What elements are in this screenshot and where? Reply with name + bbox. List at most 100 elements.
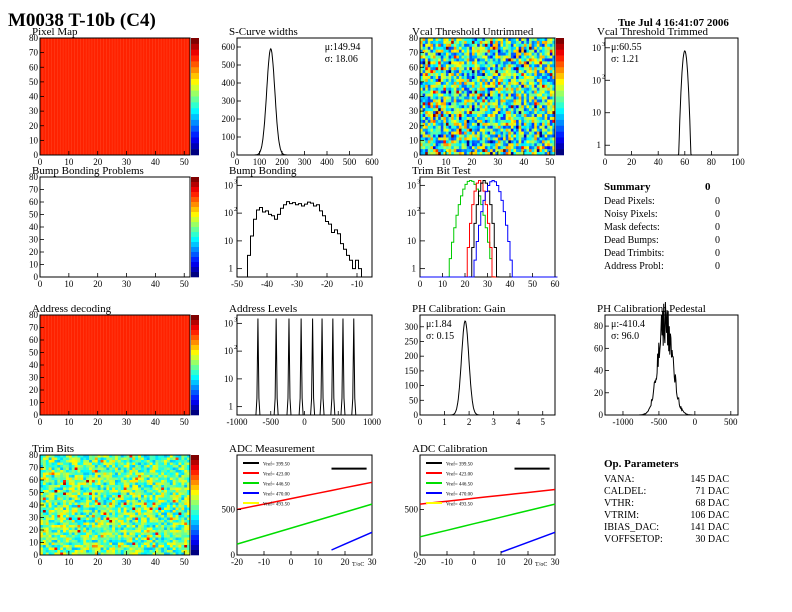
vcal-trimmed-chart: Vcal Threshold Trimmed μ:60.55σ: 1.21 0 20 4… [592, 26, 745, 167]
x-tick-label: 600 [365, 157, 379, 167]
y-tick-label: 200 [222, 114, 236, 124]
x-tick-label: 100 [731, 157, 745, 167]
histogram-line [420, 320, 555, 416]
x-tick-label: -10 [258, 557, 270, 567]
x-unit-label: T/oC [535, 562, 547, 568]
op-param-value: 71 DAC [695, 486, 729, 497]
y-tick-exponent: 2 [602, 74, 605, 80]
x-tick-label: 300 [298, 157, 312, 167]
x-tick-label: 80 [707, 157, 717, 167]
y-tick-label: 80 [409, 33, 419, 43]
y-tick-label: 0 [34, 150, 39, 160]
summary-title: Summary [604, 181, 651, 193]
y-tick-label: 10 [224, 318, 234, 328]
y-tick-label: 0 [414, 410, 419, 420]
x-tick-label: 400 [320, 157, 334, 167]
op-param-label: VTHR: [604, 498, 634, 509]
x-tick-label: 2 [467, 417, 472, 427]
y-tick-label: 100 [222, 132, 236, 142]
y-tick-label: 60 [409, 62, 419, 72]
legend-label: Vref= 470.00 [446, 493, 473, 498]
y-tick-label: 40 [594, 366, 604, 376]
y-tick-label: 10 [409, 135, 419, 145]
x-tick-label: 10 [64, 557, 74, 567]
stat-mean: μ:-410.4 [611, 319, 645, 330]
x-tick-label: 30 [551, 557, 561, 567]
stat-sigma: σ: 1.21 [611, 54, 639, 65]
report-title: M0038 T-10b (C4) [8, 10, 156, 31]
x-tick-label: 50 [180, 279, 190, 289]
plot-frame [419, 176, 556, 278]
y-tick-label: 400 [222, 78, 236, 88]
legend-label: Vref= 493.50 [446, 503, 473, 508]
y-tick-label: 50 [409, 77, 419, 87]
x-tick-label: -20 [414, 557, 426, 567]
x-tick-label: 20 [93, 279, 103, 289]
x-tick-label: 0 [418, 417, 423, 427]
y-tick-exponent: 2 [234, 345, 237, 351]
op-param-value: 106 DAC [690, 510, 729, 521]
y-tick-label: 20 [29, 525, 39, 535]
y-tick-label: 10 [29, 538, 39, 548]
histogram-line [247, 201, 362, 277]
y-tick-label: 20 [594, 388, 604, 398]
y-tick-label: 100 [405, 381, 419, 391]
op-param-value: 30 DAC [695, 534, 729, 545]
y-tick-label: 0 [414, 150, 419, 160]
chart-title: Address decoding [32, 303, 112, 315]
heatmap-grid [42, 315, 188, 415]
chart-title: Vcal Threshold Trimmed [597, 26, 709, 38]
chart-title: Bump Bonding Problems [32, 165, 144, 177]
op-params-panel: Op. Parameters VANA: 145 DAC CALDEL: 71 DAC… [604, 458, 729, 545]
y-tick-label: 0 [34, 550, 39, 560]
y-tick-exponent: 3 [602, 42, 605, 48]
histogram-line [605, 49, 738, 156]
y-tick-label: 0 [231, 150, 236, 160]
y-tick-exponent: 2 [234, 207, 237, 213]
x-tick-label: 10 [314, 557, 324, 567]
x-unit-label: T/oC [352, 562, 364, 568]
x-tick-label: 3 [491, 417, 496, 427]
y-tick-label: 80 [29, 450, 39, 460]
x-tick-label: 20 [461, 279, 471, 289]
y-tick-label: 70 [409, 48, 419, 58]
plot-frame [39, 176, 191, 278]
y-tick-label: 10 [592, 75, 602, 85]
x-tick-label: 60 [551, 279, 561, 289]
x-tick-label: 50 [180, 417, 190, 427]
summary-value: 0 [715, 222, 720, 233]
y-tick-label: 30 [29, 513, 39, 523]
x-tick-label: 200 [275, 157, 289, 167]
summary-label: Dead Pixels: [604, 196, 655, 207]
y-tick-label: 10 [29, 260, 39, 270]
x-tick-label: 10 [64, 417, 74, 427]
ph-pedestal-chart: PH Calibration: Pedestal μ:-410.4σ: 96.0 -… [594, 301, 739, 427]
scurve-chart: S-Curve widths μ:149.94σ: 18.06 0 100 200 300… [222, 26, 380, 167]
chart-title: Bump Bonding [229, 165, 297, 177]
op-params-title: Op. Parameters [604, 458, 679, 470]
y-tick-label: 70 [29, 185, 39, 195]
x-tick-label: 10 [497, 557, 507, 567]
level-peak [330, 318, 336, 416]
x-tick-label: 1 [442, 417, 447, 427]
plot-frame [604, 37, 739, 156]
y-tick-label: 80 [29, 33, 39, 43]
y-tick-label: 50 [29, 77, 39, 87]
x-tick-label: -500 [651, 417, 668, 427]
x-tick-label: 20 [93, 417, 103, 427]
legend-label: Vref= 399.50 [263, 463, 290, 468]
y-tick-label: 500 [222, 505, 236, 515]
adc-calibration-chart: ADC Calibration Vref= 399.50 Vref= 423.00 V… [405, 443, 561, 568]
x-tick-label: 0 [38, 417, 43, 427]
y-tick-label: 0 [231, 550, 236, 560]
report-date: Tue Jul 4 16:41:07 2006 [618, 17, 729, 29]
y-tick-label: 10 [29, 135, 39, 145]
y-tick-label: 50 [409, 395, 419, 405]
chart-title: Vcal Threshold Untrimmed [412, 26, 534, 38]
level-peak [319, 318, 325, 416]
y-tick-label: 0 [34, 410, 39, 420]
